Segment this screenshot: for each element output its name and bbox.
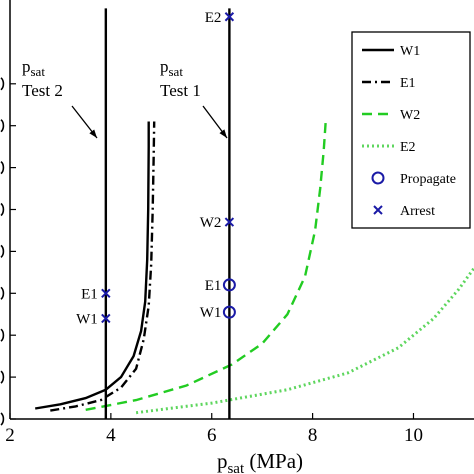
y-tick-label-fragment [0,328,5,342]
x-tick-label: 10 [404,425,423,446]
legend-label: W1 [400,44,420,59]
psat-symbol-main: p [160,57,169,76]
legend-label: E2 [400,140,416,155]
arrest-marker-stroke [101,288,111,299]
x-axis-label: psat (MPa) [217,449,303,474]
x-tick-label: 2 [5,425,15,446]
plot-area: E1 W1 E2 W2 E1 W1 [35,8,474,419]
psat-annotation-symbol: psat [22,57,45,79]
annotation-arrow-head [219,129,227,138]
psat-annotation-test-1: psat Test 1 [160,57,228,139]
arrest-marker [101,288,111,299]
series-line-w1 [35,121,150,410]
legend-label: Propagate [400,172,456,187]
propagate-marker [222,278,236,292]
x-axis-label-main: p [217,449,228,473]
x-axis-label-unit: (MPa) [244,449,303,473]
arrest-marker [224,12,235,22]
psat-annotation-test-2: psat Test 2 [22,57,98,139]
y-tick-label-fragment [0,412,5,426]
legend: W1 E1 W2 E2 Propagate Arrest [351,31,471,229]
y-tick-label-fragment [0,244,5,259]
y-tick-label-fragment [0,286,5,300]
arrest-marker [224,217,235,227]
point-label: E1 [81,286,98,302]
x-tick-label: 6 [207,425,217,446]
legend-label: E1 [400,76,416,91]
point-label: W1 [76,311,98,327]
legend-swatch-circle [371,171,385,185]
x-axis-label-sub: sat [227,461,244,474]
arrest-marker-stroke [224,12,235,22]
psat-symbol-main: p [22,57,31,76]
legend-item-arrest: Arrest [373,204,435,219]
x-tick-label: 4 [106,425,116,446]
legend-swatch-x [373,205,383,215]
psat-annotation-symbol: psat [160,57,183,79]
y-tick-label-fragment [0,202,5,217]
psat-annotation-test-label: Test 2 [22,81,63,100]
x-tick-label: 8 [308,425,318,446]
y-tick-label-fragment [0,370,5,384]
annotation-arrow-head [89,129,97,138]
series-line-e1 [50,121,156,412]
legend-label: W2 [400,108,420,123]
y-tick-label-fragment [0,77,5,91]
legend-item-e1: E1 [362,76,416,91]
point-label: W1 [200,305,222,321]
point-label: E2 [205,10,222,26]
series-line-e2 [135,267,474,415]
y-tick-label-fragment [0,119,5,133]
legend-item-w1: W1 [362,44,420,59]
legend-item-propagate: Propagate [371,171,456,187]
point-label: W2 [200,215,222,231]
legend-label: Arrest [400,204,435,219]
legend-item-w2: W2 [362,108,420,123]
point-label: E1 [205,278,222,294]
legend-box [351,31,471,229]
propagate-marker [222,305,236,319]
psat-symbol-sub: sat [169,64,184,79]
y-tick-label-fragment [0,160,5,175]
arrest-marker-stroke [224,217,235,227]
legend-item-e2: E2 [362,140,416,155]
psat-symbol-sub: sat [31,64,46,79]
arrest-marker [101,313,111,324]
arrest-marker-stroke [101,313,111,324]
series-line-w2 [85,121,327,411]
psat-annotation-test-label: Test 1 [160,81,201,100]
